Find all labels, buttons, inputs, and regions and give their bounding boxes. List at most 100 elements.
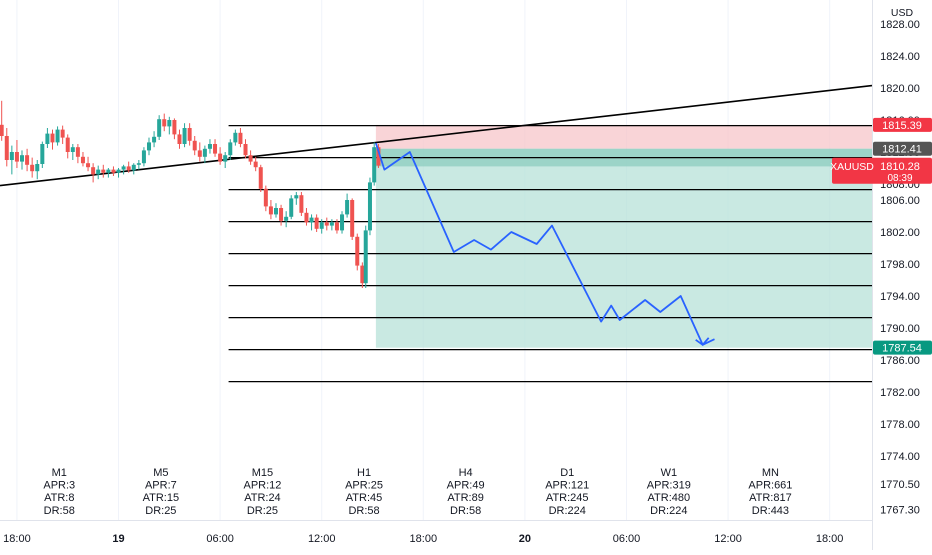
price-tag <box>873 117 932 132</box>
candle-body <box>207 144 212 149</box>
price-tick-label: 1806.00 <box>880 195 920 207</box>
candle-body <box>40 144 45 164</box>
price-axis-background <box>872 0 932 550</box>
price-tag-label: 1787.54 <box>882 343 922 355</box>
candle-body <box>363 230 368 284</box>
candle-body <box>376 147 381 166</box>
candle-body <box>60 129 65 138</box>
time-tick-label: 20 <box>519 533 531 545</box>
projection-line[interactable] <box>375 142 715 346</box>
candle-body <box>213 144 218 154</box>
timeframe-stat-label: M15 <box>252 467 273 479</box>
candle-body <box>70 147 75 152</box>
timeframe-stat-label: DR:224 <box>549 505 586 517</box>
candle-body <box>172 120 177 135</box>
position-tool[interactable] <box>375 124 872 348</box>
price-tick-label: 1798.00 <box>880 259 920 271</box>
timeframe-stat-label: APR:3 <box>43 480 75 492</box>
candle-body <box>238 132 243 144</box>
price-tag <box>873 141 932 156</box>
price-tick-label: 1828.00 <box>880 19 920 31</box>
candle-body <box>147 142 152 151</box>
time-tick-label: 12:00 <box>714 533 742 545</box>
timeframe-stat-label: DR:443 <box>752 505 789 517</box>
candle-body <box>319 222 324 229</box>
candle-body <box>65 137 70 152</box>
timeframe-stat-label: ATR:15 <box>143 492 179 504</box>
timeframe-stat-label: M1 <box>52 467 67 479</box>
time-tick-label: 18:00 <box>410 533 438 545</box>
horizontal-levels[interactable] <box>228 124 872 383</box>
candle-body <box>258 167 263 189</box>
candle-body <box>197 150 202 157</box>
timeframe-stat-label: H1 <box>357 467 371 479</box>
candle-body <box>304 212 309 223</box>
candle-body <box>334 222 339 231</box>
candle-body <box>96 169 101 175</box>
timeframe-stat-label: DR:25 <box>247 505 278 517</box>
candle-body <box>345 200 350 215</box>
candle-body <box>9 152 14 160</box>
candle-body <box>360 265 365 284</box>
candle-body <box>324 222 329 226</box>
candle-body <box>35 164 40 172</box>
candle-body <box>372 147 377 183</box>
candle-body <box>136 163 141 165</box>
candles-layer <box>0 100 381 288</box>
timeframe-stat-label: ATR:817 <box>749 492 792 504</box>
candle-body <box>192 140 197 151</box>
candle-body <box>131 164 136 171</box>
candle-body <box>101 169 106 173</box>
timeframe-stat-label: DR:224 <box>650 505 687 517</box>
candle-body <box>243 144 248 156</box>
candle-body <box>202 148 207 157</box>
timeframe-stat-label: ATR:45 <box>346 492 382 504</box>
candle-body <box>25 155 30 165</box>
candle-body <box>182 128 187 144</box>
stop-loss-zone[interactable] <box>375 124 872 149</box>
candle-body <box>162 119 167 127</box>
candle-body <box>253 161 258 168</box>
price-tick-label: 1802.00 <box>880 227 920 239</box>
candle-body <box>55 129 60 143</box>
projection-path[interactable] <box>375 142 715 347</box>
timeframe-stat-label: APR:49 <box>447 480 485 492</box>
candle-body <box>157 119 162 137</box>
candle-body <box>340 214 345 231</box>
candle-body <box>4 136 9 160</box>
timeframe-stat-label: DR:58 <box>44 505 75 517</box>
timeframe-stats: M1APR:3ATR:8DR:58M5APR:7ATR:15DR:25M15AP… <box>43 467 792 517</box>
timeframe-stat-label: H4 <box>459 467 473 479</box>
candle-body <box>187 128 192 141</box>
timeframe-stat-label: APR:121 <box>545 480 589 492</box>
projection-arrow-head <box>695 337 710 347</box>
candle-body <box>309 217 314 223</box>
candle-body <box>177 134 182 144</box>
trendline[interactable] <box>0 84 873 187</box>
timeframe-stat-label: ATR:8 <box>44 492 74 504</box>
price-tick-label: 1824.00 <box>880 51 920 63</box>
candle-body <box>294 195 299 199</box>
candle-body <box>223 155 228 162</box>
candle-body <box>126 166 131 171</box>
timeframe-stat-label: DR:25 <box>145 505 176 517</box>
candle-body <box>268 206 273 215</box>
candle-body <box>86 163 91 168</box>
candle-body <box>273 208 278 215</box>
candle-body <box>0 124 4 136</box>
candle-body <box>299 195 304 213</box>
symbol-tag-countdown: 08:39 <box>887 173 912 184</box>
symbol-tag-name: XAUUSD <box>830 161 874 173</box>
candle-body <box>116 169 121 173</box>
price-tick-label: 1790.00 <box>880 323 920 335</box>
trendline-layer[interactable] <box>0 84 873 187</box>
price-tick-label: 1770.50 <box>880 479 920 491</box>
candle-body <box>263 188 268 207</box>
candle-body <box>106 169 111 173</box>
candle-body <box>91 167 96 175</box>
candle-body <box>111 169 116 173</box>
price-axis[interactable]: USD1828.001824.001820.001816.001812.0018… <box>872 0 932 550</box>
time-axis[interactable]: 18:00 19 06:00 12:00 18:00 20 06:00 12:00 18:00 <box>0 520 872 546</box>
candle-body <box>367 182 372 231</box>
